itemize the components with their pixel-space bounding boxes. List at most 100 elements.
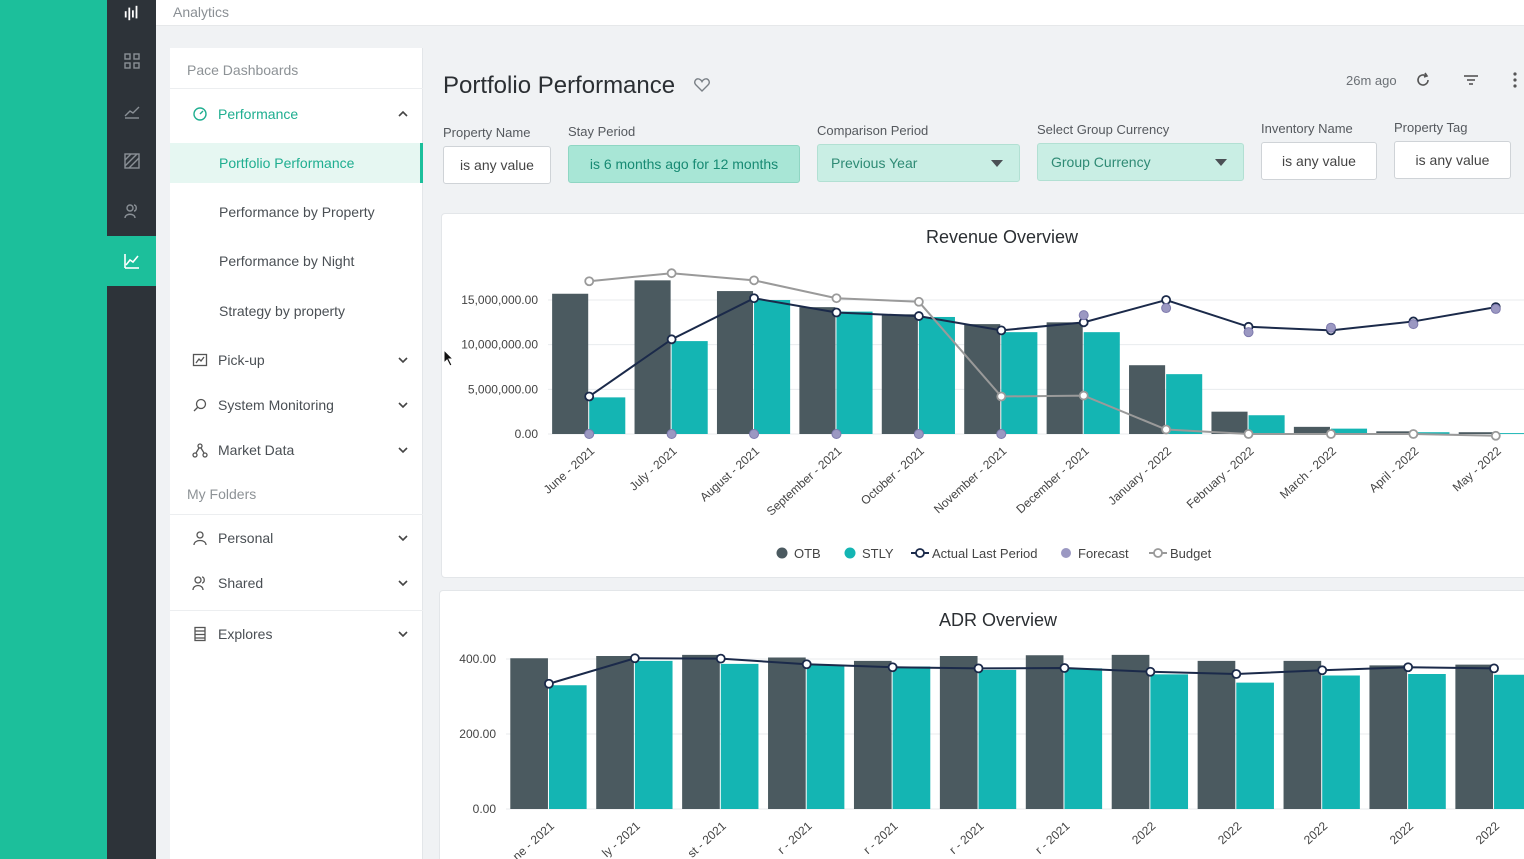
actual-point: [584, 391, 595, 402]
filter-stay-period-input[interactable]: is 6 months ago for 12 months: [568, 145, 800, 183]
stly-bar: [892, 666, 931, 809]
users-icon[interactable]: [107, 186, 156, 236]
otb-bar: [1458, 432, 1495, 434]
legend-label: Actual Last Period: [932, 546, 1038, 561]
stly-bar: [1083, 332, 1120, 434]
person-icon: [192, 530, 208, 546]
budget-point: [584, 276, 595, 287]
sidebar-item-shared[interactable]: Shared: [170, 563, 423, 603]
stly-bar: [1001, 332, 1038, 434]
filter-inventory-name-input[interactable]: is any value: [1261, 142, 1377, 180]
budget-point: [913, 296, 924, 307]
filter-label: Comparison Period: [817, 123, 929, 138]
dropdown-caret-icon: [1215, 159, 1227, 166]
forecast-point: [749, 429, 760, 439]
sidebar-item-performance[interactable]: Performance: [170, 94, 423, 134]
filter-label: Inventory Name: [1261, 121, 1353, 136]
budget-point: [1490, 430, 1501, 441]
sidebar-item-strategy-by-property[interactable]: Strategy by property: [219, 303, 346, 319]
chevron-down-icon[interactable]: [397, 354, 409, 366]
hatched-box-icon[interactable]: [107, 136, 156, 186]
sidebar-item-label: Explores: [218, 626, 273, 642]
forecast-point: [913, 429, 924, 439]
otb-bar: [881, 314, 918, 434]
stly-bar: [918, 316, 955, 434]
filter-property-tag-input[interactable]: is any value: [1394, 141, 1511, 179]
sidebar-item-pick-up[interactable]: Pick-up: [170, 340, 423, 380]
otb-bar: [799, 307, 836, 434]
chevron-up-icon[interactable]: [397, 108, 409, 120]
x-tick-label: 2022: [1473, 819, 1502, 847]
budget-point: [1408, 429, 1419, 439]
otb-bar: [1211, 411, 1248, 434]
pickup-chart-icon: [192, 352, 208, 368]
chevron-down-icon[interactable]: [397, 399, 409, 411]
sidebar-item-market-data[interactable]: Market Data: [170, 430, 423, 470]
x-tick-label: r - 2021: [861, 819, 901, 857]
x-tick-label: 2022: [1215, 819, 1244, 847]
chevron-down-icon[interactable]: [397, 444, 409, 456]
divider: [170, 514, 423, 515]
analytics-icon[interactable]: [107, 236, 156, 286]
grid-icon[interactable]: [107, 36, 156, 86]
x-tick-label: December - 2021: [1013, 444, 1092, 517]
chevron-down-icon[interactable]: [397, 577, 409, 589]
x-tick-label: ne - 2021: [510, 819, 557, 859]
sidebar-item-portfolio-performance[interactable]: Portfolio Performance: [170, 143, 423, 183]
divider: [170, 88, 423, 89]
sidebar-item-explores[interactable]: Explores: [170, 614, 423, 654]
budget-point: [996, 391, 1007, 402]
group-currency-select[interactable]: Group Currency: [1037, 143, 1244, 181]
y-tick-label: 15,000,000.00: [461, 293, 538, 307]
y-tick-label: 200.00: [459, 727, 496, 741]
sidebar-item-system-monitoring[interactable]: System Monitoring: [170, 385, 423, 425]
more-vertical-icon[interactable]: [1511, 70, 1519, 90]
sidebar-item-personal[interactable]: Personal: [170, 518, 423, 558]
y-tick-label: 5,000,000.00: [468, 382, 538, 396]
stly-bar: [836, 311, 873, 434]
logo-icon[interactable]: [107, 0, 156, 26]
heart-icon[interactable]: [693, 76, 711, 94]
x-tick-label: May - 2022: [1450, 444, 1504, 495]
filter-label: Select Group Currency: [1037, 122, 1170, 137]
otb-bar: [1111, 654, 1150, 809]
forecast-point: [996, 429, 1007, 439]
folders-header: My Folders: [187, 486, 257, 502]
otb-bar: [1369, 665, 1408, 809]
budget-point: [1326, 429, 1336, 439]
actual-point: [887, 662, 898, 673]
stly-bar: [1248, 415, 1285, 434]
forecast-point: [1243, 327, 1254, 338]
sidebar-item-performance-by-night[interactable]: Performance by Night: [219, 253, 355, 269]
y-tick-label: 0.00: [473, 802, 497, 816]
refresh-icon[interactable]: [1413, 70, 1433, 90]
x-tick-label: 2022: [1129, 819, 1158, 847]
y-tick-label: 0.00: [515, 427, 539, 441]
network-icon: [192, 442, 208, 458]
comparison-period-select[interactable]: Previous Year: [817, 144, 1020, 182]
filter-group-currency: Select Group Currency Group Currency: [1037, 122, 1244, 181]
trend-icon[interactable]: [107, 86, 156, 136]
actual-point: [1059, 663, 1070, 673]
y-tick-label: 10,000,000.00: [461, 338, 538, 352]
select-value: Previous Year: [831, 155, 918, 171]
forecast-point: [1161, 303, 1172, 314]
stly-bar: [1408, 674, 1446, 809]
x-tick-label: 2022: [1301, 819, 1330, 847]
actual-point: [544, 678, 554, 689]
otb-bar: [596, 656, 634, 809]
otb-bar: [939, 656, 978, 809]
filter-property-name-input[interactable]: is any value: [443, 146, 551, 184]
chevron-down-icon[interactable]: [397, 532, 409, 544]
budget-point: [749, 275, 759, 286]
budget-point: [831, 293, 842, 304]
x-tick-label: July - 2021: [627, 444, 680, 494]
actual-point: [715, 653, 726, 664]
filter-icon[interactable]: [1461, 70, 1481, 90]
legend-label: STLY: [862, 546, 894, 561]
sidebar-item-performance-by-property[interactable]: Performance by Property: [219, 204, 375, 220]
nav-rail: [107, 0, 156, 859]
x-tick-label: r - 2021: [946, 819, 986, 857]
otb-bar: [1046, 322, 1083, 434]
chevron-down-icon[interactable]: [397, 628, 409, 640]
